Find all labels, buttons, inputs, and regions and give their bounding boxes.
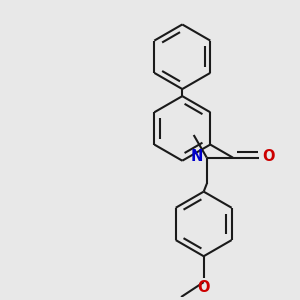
Text: O: O [263, 149, 275, 164]
Text: N: N [191, 149, 203, 164]
Text: O: O [197, 280, 210, 295]
